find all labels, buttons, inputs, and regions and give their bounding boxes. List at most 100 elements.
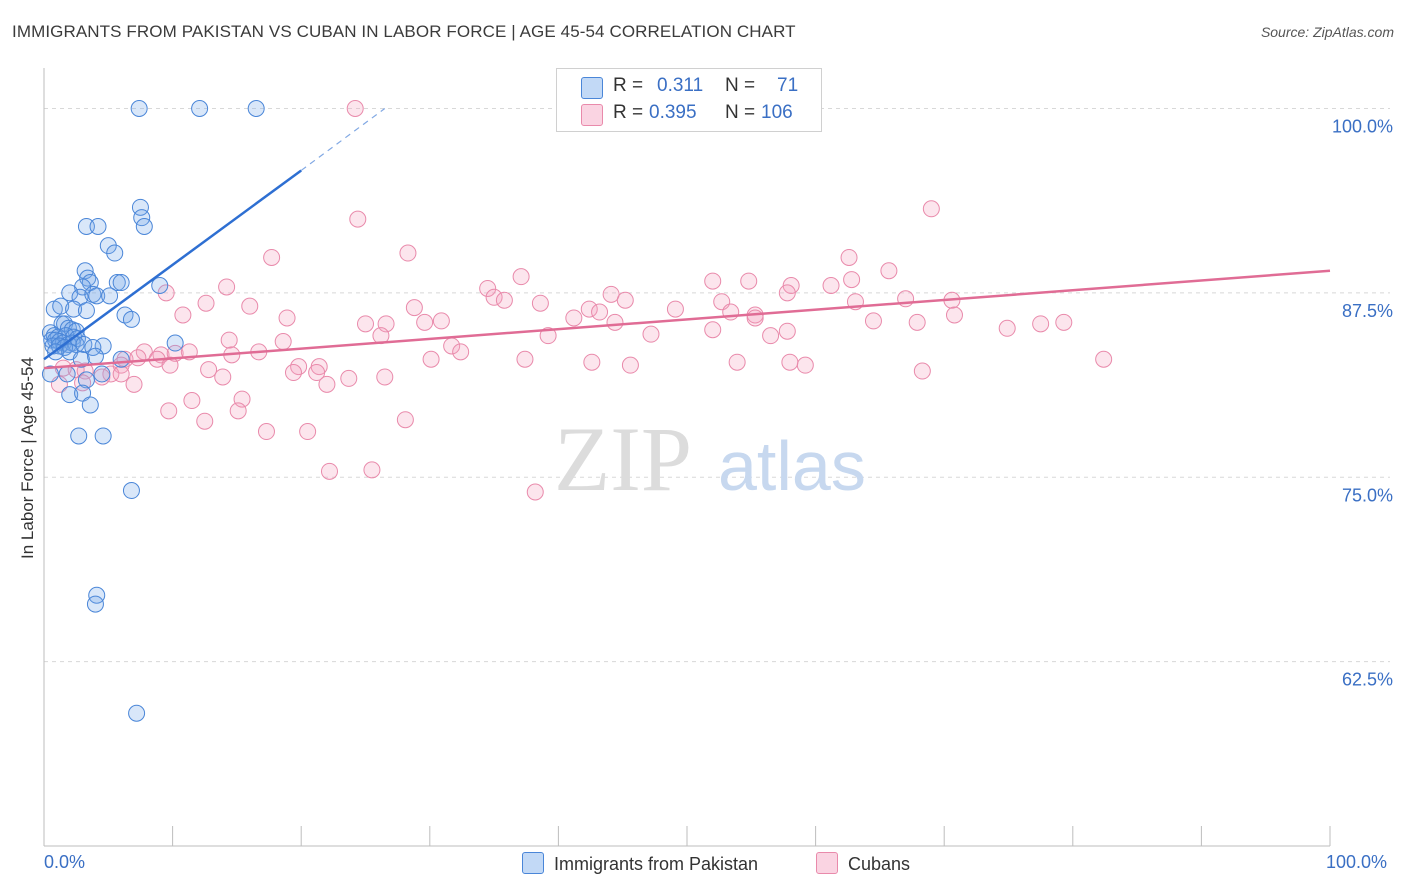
cuban-point	[880, 262, 898, 280]
cuban-point	[263, 248, 281, 266]
watermark-zip: ZIP	[554, 408, 692, 510]
y-tick-label: 62.5%	[1342, 670, 1393, 690]
pakistan-point	[130, 100, 148, 117]
pakistan-point	[41, 365, 59, 383]
cuban-point	[160, 402, 178, 420]
cuban-point	[161, 356, 179, 374]
pakistan-point	[122, 482, 140, 500]
pakistan-point	[108, 274, 126, 292]
pakistan-point	[77, 371, 95, 389]
x-tick-label-min: 0.0%	[44, 852, 86, 872]
cuban-point	[284, 364, 302, 382]
cuban-point	[376, 368, 394, 386]
cuban-point	[746, 309, 764, 327]
cuban-point	[320, 462, 338, 480]
cuban-point	[580, 300, 598, 318]
cuban-point	[495, 291, 513, 309]
cuban-point	[843, 271, 861, 289]
pakistan-point	[61, 284, 79, 302]
cuban-point	[349, 210, 367, 228]
cuban-point	[778, 284, 796, 302]
x-tick-label-max: 100.0%	[1326, 852, 1388, 872]
pakistan-point	[122, 310, 140, 328]
cuban-point	[422, 350, 440, 368]
pakistan-point	[106, 244, 124, 262]
cuban-point	[913, 362, 931, 380]
cuban-point	[526, 483, 544, 501]
legend-swatch-cuban	[581, 104, 603, 126]
legend-r-label: R =	[613, 102, 644, 123]
cuban-point	[363, 461, 381, 479]
legend-r-label: R =	[613, 75, 644, 96]
bottom-legend-pakistan: Immigrants from Pakistan	[522, 852, 758, 875]
cuban-point	[778, 322, 796, 340]
pakistan-point	[88, 586, 106, 604]
cuban-point	[346, 100, 364, 117]
cuban-point	[1055, 313, 1073, 331]
stats-legend: R = 0.311 N = 71 R = 0.395 N = 106	[556, 68, 822, 132]
cuban-point	[257, 423, 275, 441]
cuban-point	[531, 294, 549, 312]
cuban-point	[214, 368, 232, 386]
cuban-point	[479, 279, 497, 297]
pakistan-point	[77, 218, 95, 235]
cuban-point	[405, 299, 423, 317]
legend-n-label: N =	[725, 75, 756, 96]
pakistan-point	[166, 334, 184, 352]
cuban-point	[781, 353, 799, 371]
pakistan-point	[65, 300, 83, 318]
cuban-point	[485, 288, 503, 306]
cuban-point	[174, 306, 192, 324]
pakistan-point	[112, 274, 130, 292]
pakistan-point	[86, 595, 104, 613]
cuban-point	[666, 300, 684, 318]
bottom-legend-swatch-pakistan	[522, 852, 544, 874]
pakistan-point	[75, 336, 93, 353]
pakistan-point	[86, 347, 104, 365]
pakistan-point	[72, 350, 90, 368]
cuban-point	[218, 278, 236, 296]
pakistan-trend-line	[43, 169, 302, 361]
cuban-point	[1095, 350, 1113, 368]
cuban-point	[220, 331, 238, 349]
axes	[43, 68, 1331, 847]
cuban-point	[396, 411, 414, 429]
trend-lines	[43, 108, 1331, 370]
pakistan-point	[101, 287, 119, 305]
cuban-point	[512, 268, 530, 286]
y-tick-label: 75.0%	[1342, 485, 1393, 505]
cuban-point	[274, 333, 292, 351]
cuban-trend-line	[43, 269, 1331, 370]
cuban-point	[183, 392, 201, 410]
cuban-point	[432, 312, 450, 330]
cuban-point	[241, 297, 259, 315]
y-tick-labels: 62.5% 75.0% 87.5% 100.0%	[1332, 117, 1393, 690]
cuban-point	[740, 272, 758, 290]
bottom-legend-label-cuban: Cubans	[848, 854, 911, 874]
pakistan-point	[79, 269, 97, 287]
pakistan-point	[112, 350, 130, 368]
cuban-point	[357, 315, 374, 333]
cuban-point	[416, 313, 434, 331]
cuban-point	[565, 309, 583, 327]
cuban-point	[340, 369, 358, 387]
cuban-point	[602, 285, 620, 303]
cuban-point	[516, 350, 534, 368]
pakistan-point	[70, 427, 88, 445]
pakistan-point	[58, 365, 76, 383]
cuban-point	[1032, 315, 1050, 333]
cuban-point	[796, 356, 814, 374]
cuban-point	[129, 349, 147, 367]
cuban-point	[583, 353, 601, 371]
cuban-point	[197, 294, 215, 312]
cuban-point	[308, 364, 326, 382]
cuban-point	[452, 343, 470, 361]
pakistan-point	[135, 218, 153, 235]
pakistan-point	[52, 297, 70, 315]
grid-lines	[44, 108, 1390, 663]
watermark-atlas: atlas	[718, 427, 866, 505]
pakistan-point	[81, 396, 99, 414]
pakistan-point	[128, 704, 146, 722]
cuban-point	[200, 361, 218, 379]
